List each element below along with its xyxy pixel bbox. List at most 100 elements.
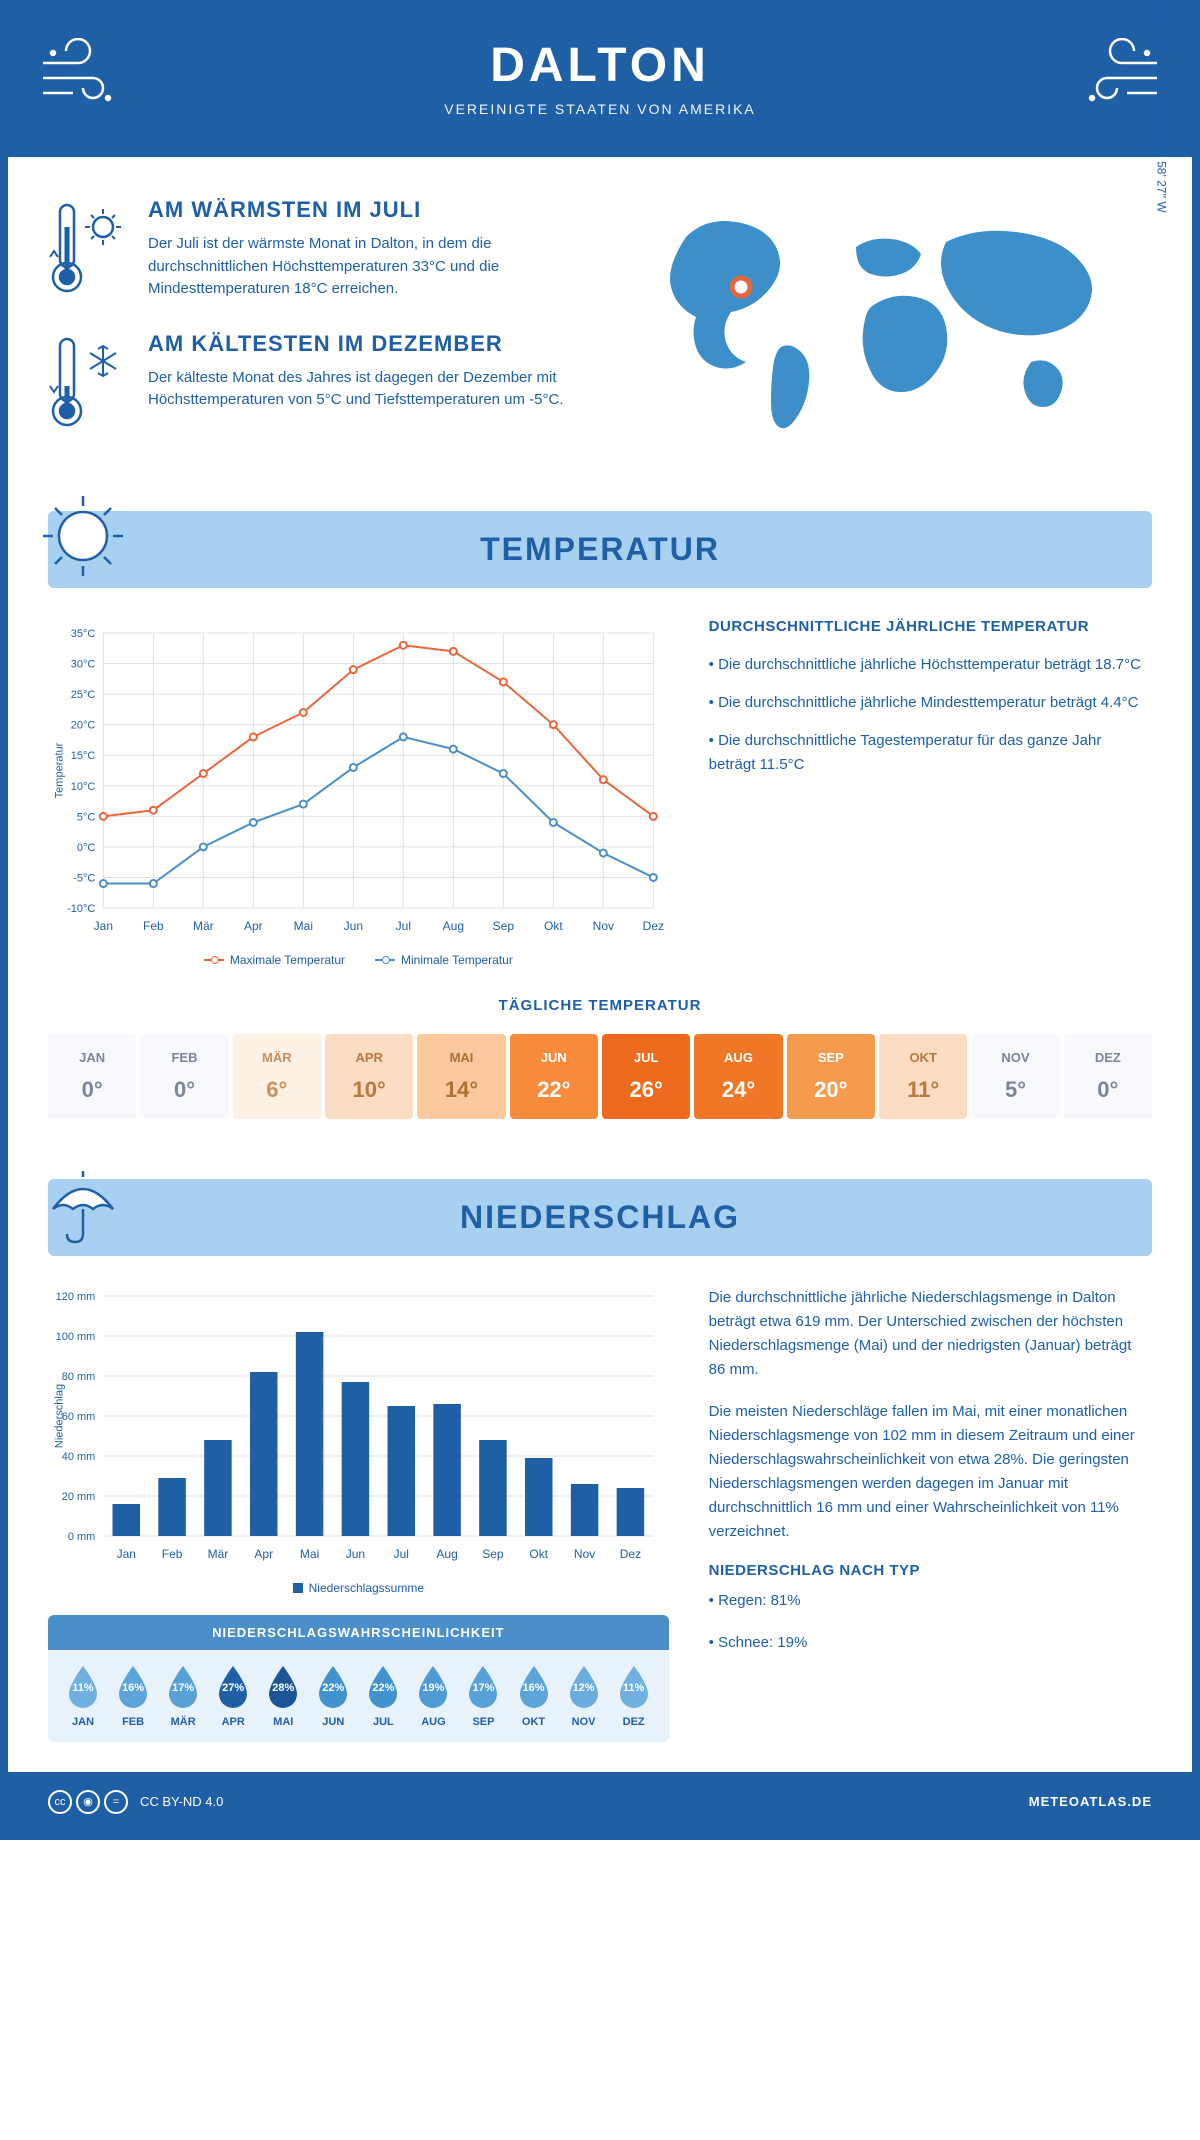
precipitation-title: NIEDERSCHLAG — [88, 1199, 1112, 1236]
svg-text:Jan: Jan — [117, 1547, 136, 1561]
svg-text:Jun: Jun — [344, 919, 363, 933]
svg-text:0 mm: 0 mm — [68, 1531, 96, 1543]
svg-text:Aug: Aug — [443, 919, 464, 933]
probability-cell: 11%JAN — [58, 1664, 108, 1728]
svg-text:25°C: 25°C — [71, 689, 96, 701]
svg-text:Okt: Okt — [544, 919, 563, 933]
intro-section: AM WÄRMSTEN IM JULI Der Juli ist der wär… — [8, 157, 1192, 491]
svg-text:Mär: Mär — [208, 1547, 229, 1561]
precipitation-bar-chart: 0 mm20 mm40 mm60 mm80 mm100 mm120 mmJanF… — [48, 1286, 669, 1566]
probability-cell: 12%NOV — [559, 1664, 609, 1728]
temp-cell: APR10° — [325, 1034, 413, 1119]
svg-text:-5°C: -5°C — [73, 872, 95, 884]
probability-cell: 11%DEZ — [609, 1664, 659, 1728]
coldest-text: Der kälteste Monat des Jahres ist dagege… — [148, 367, 580, 412]
precipitation-legend: Niederschlagssumme — [48, 1581, 669, 1595]
probability-cell: 22%JUN — [308, 1664, 358, 1728]
svg-text:80 mm: 80 mm — [62, 1371, 96, 1383]
header: DALTON VEREINIGTE STAATEN VON AMERIKA — [8, 8, 1192, 157]
temp-cell: SEP20° — [787, 1034, 875, 1119]
probability-cell: 17%MÄR — [158, 1664, 208, 1728]
coordinates: NEBRASKA 41° 24' 28'' N — 102° 58' 27'' … — [1155, 0, 1169, 212]
svg-text:Mai: Mai — [300, 1547, 319, 1561]
svg-text:15°C: 15°C — [71, 750, 96, 762]
temp-bullet: • Die durchschnittliche Tagestemperatur … — [709, 729, 1152, 777]
license-text: CC BY-ND 4.0 — [140, 1794, 223, 1809]
temp-cell: AUG24° — [694, 1034, 782, 1119]
page: DALTON VEREINIGTE STAATEN VON AMERIKA AM… — [0, 0, 1200, 1840]
cc-icons: cc ◉ = — [48, 1790, 128, 1814]
probability-box: NIEDERSCHLAGSWAHRSCHEINLICHKEIT 11%JAN16… — [48, 1615, 669, 1742]
temp-cell: OKT11° — [879, 1034, 967, 1119]
coldest-fact: AM KÄLTESTEN IM DEZEMBER Der kälteste Mo… — [48, 331, 580, 431]
svg-text:Jan: Jan — [94, 919, 113, 933]
warmest-title: AM WÄRMSTEN IM JULI — [148, 197, 580, 223]
cc-icon: cc — [48, 1790, 72, 1814]
precip-text: Die durchschnittliche jährliche Niedersc… — [709, 1286, 1152, 1382]
svg-text:Apr: Apr — [244, 919, 263, 933]
svg-text:Aug: Aug — [436, 1547, 457, 1561]
precip-type-snow: • Schnee: 19% — [709, 1631, 1152, 1655]
precip-type-rain: • Regen: 81% — [709, 1589, 1152, 1613]
temp-bullet: • Die durchschnittliche jährliche Höchst… — [709, 653, 1152, 677]
temperature-legend: Maximale Temperatur Minimale Temperatur — [48, 953, 669, 967]
sun-icon — [38, 491, 128, 581]
svg-text:100 mm: 100 mm — [56, 1331, 96, 1343]
svg-text:120 mm: 120 mm — [56, 1291, 96, 1303]
svg-text:Temperatur: Temperatur — [53, 742, 65, 798]
svg-text:Mai: Mai — [294, 919, 313, 933]
thermometer-hot-icon — [48, 197, 128, 297]
precip-type-title: NIEDERSCHLAG NACH TYP — [709, 1562, 1152, 1579]
temp-cell: MAI14° — [417, 1034, 505, 1119]
svg-text:0°C: 0°C — [77, 841, 96, 853]
probability-cell: 16%OKT — [509, 1664, 559, 1728]
temp-cell: JUN22° — [510, 1034, 598, 1119]
probability-cell: 27%APR — [208, 1664, 258, 1728]
probability-cell: 19%AUG — [408, 1664, 458, 1728]
temp-cell: FEB0° — [140, 1034, 228, 1119]
thermometer-cold-icon — [48, 331, 128, 431]
svg-text:Sep: Sep — [482, 1547, 504, 1561]
svg-text:Jun: Jun — [346, 1547, 365, 1561]
temperature-line-chart: -10°C-5°C0°C5°C10°C15°C20°C25°C30°C35°CJ… — [48, 618, 669, 938]
svg-text:Apr: Apr — [254, 1547, 273, 1561]
svg-text:Feb: Feb — [143, 919, 164, 933]
page-title: DALTON — [28, 38, 1172, 93]
temp-info-title: DURCHSCHNITTLICHE JÄHRLICHE TEMPERATUR — [709, 618, 1152, 635]
temp-bullet: • Die durchschnittliche jährliche Mindes… — [709, 691, 1152, 715]
temperature-section: -10°C-5°C0°C5°C10°C15°C20°C25°C30°C35°CJ… — [8, 618, 1192, 997]
footer: cc ◉ = CC BY-ND 4.0 METEOATLAS.DE — [8, 1772, 1192, 1832]
svg-text:Niederschlag: Niederschlag — [53, 1383, 65, 1447]
svg-text:Jul: Jul — [394, 1547, 409, 1561]
precipitation-banner: NIEDERSCHLAG — [48, 1179, 1152, 1256]
coldest-title: AM KÄLTESTEN IM DEZEMBER — [148, 331, 580, 357]
svg-text:5°C: 5°C — [77, 811, 96, 823]
probability-cell: 16%FEB — [108, 1664, 158, 1728]
umbrella-icon — [38, 1159, 128, 1249]
precip-text: Die meisten Niederschläge fallen im Mai,… — [709, 1400, 1152, 1544]
probability-cell: 28%MAI — [258, 1664, 308, 1728]
svg-text:Dez: Dez — [620, 1547, 641, 1561]
svg-text:Nov: Nov — [593, 919, 614, 933]
temp-cell: JUL26° — [602, 1034, 690, 1119]
daily-temp-title: TÄGLICHE TEMPERATUR — [48, 997, 1152, 1014]
svg-text:Feb: Feb — [162, 1547, 183, 1561]
temp-cell: DEZ0° — [1064, 1034, 1152, 1119]
probability-title: NIEDERSCHLAGSWAHRSCHEINLICHKEIT — [48, 1615, 669, 1650]
temperature-title: TEMPERATUR — [88, 531, 1112, 568]
temp-cell: NOV5° — [971, 1034, 1059, 1119]
precipitation-section: 0 mm20 mm40 mm60 mm80 mm100 mm120 mmJanF… — [8, 1286, 1192, 1772]
svg-text:10°C: 10°C — [71, 780, 96, 792]
svg-text:20°C: 20°C — [71, 719, 96, 731]
warmest-fact: AM WÄRMSTEN IM JULI Der Juli ist der wär… — [48, 197, 580, 301]
svg-text:-10°C: -10°C — [67, 903, 95, 915]
probability-cell: 17%SEP — [458, 1664, 508, 1728]
world-map-icon — [620, 197, 1152, 437]
svg-text:Nov: Nov — [574, 1547, 595, 1561]
temperature-banner: TEMPERATUR — [48, 511, 1152, 588]
svg-text:Dez: Dez — [643, 919, 664, 933]
warmest-text: Der Juli ist der wärmste Monat in Dalton… — [148, 233, 580, 301]
svg-text:60 mm: 60 mm — [62, 1411, 96, 1423]
page-subtitle: VEREINIGTE STAATEN VON AMERIKA — [28, 101, 1172, 117]
by-icon: ◉ — [76, 1790, 100, 1814]
